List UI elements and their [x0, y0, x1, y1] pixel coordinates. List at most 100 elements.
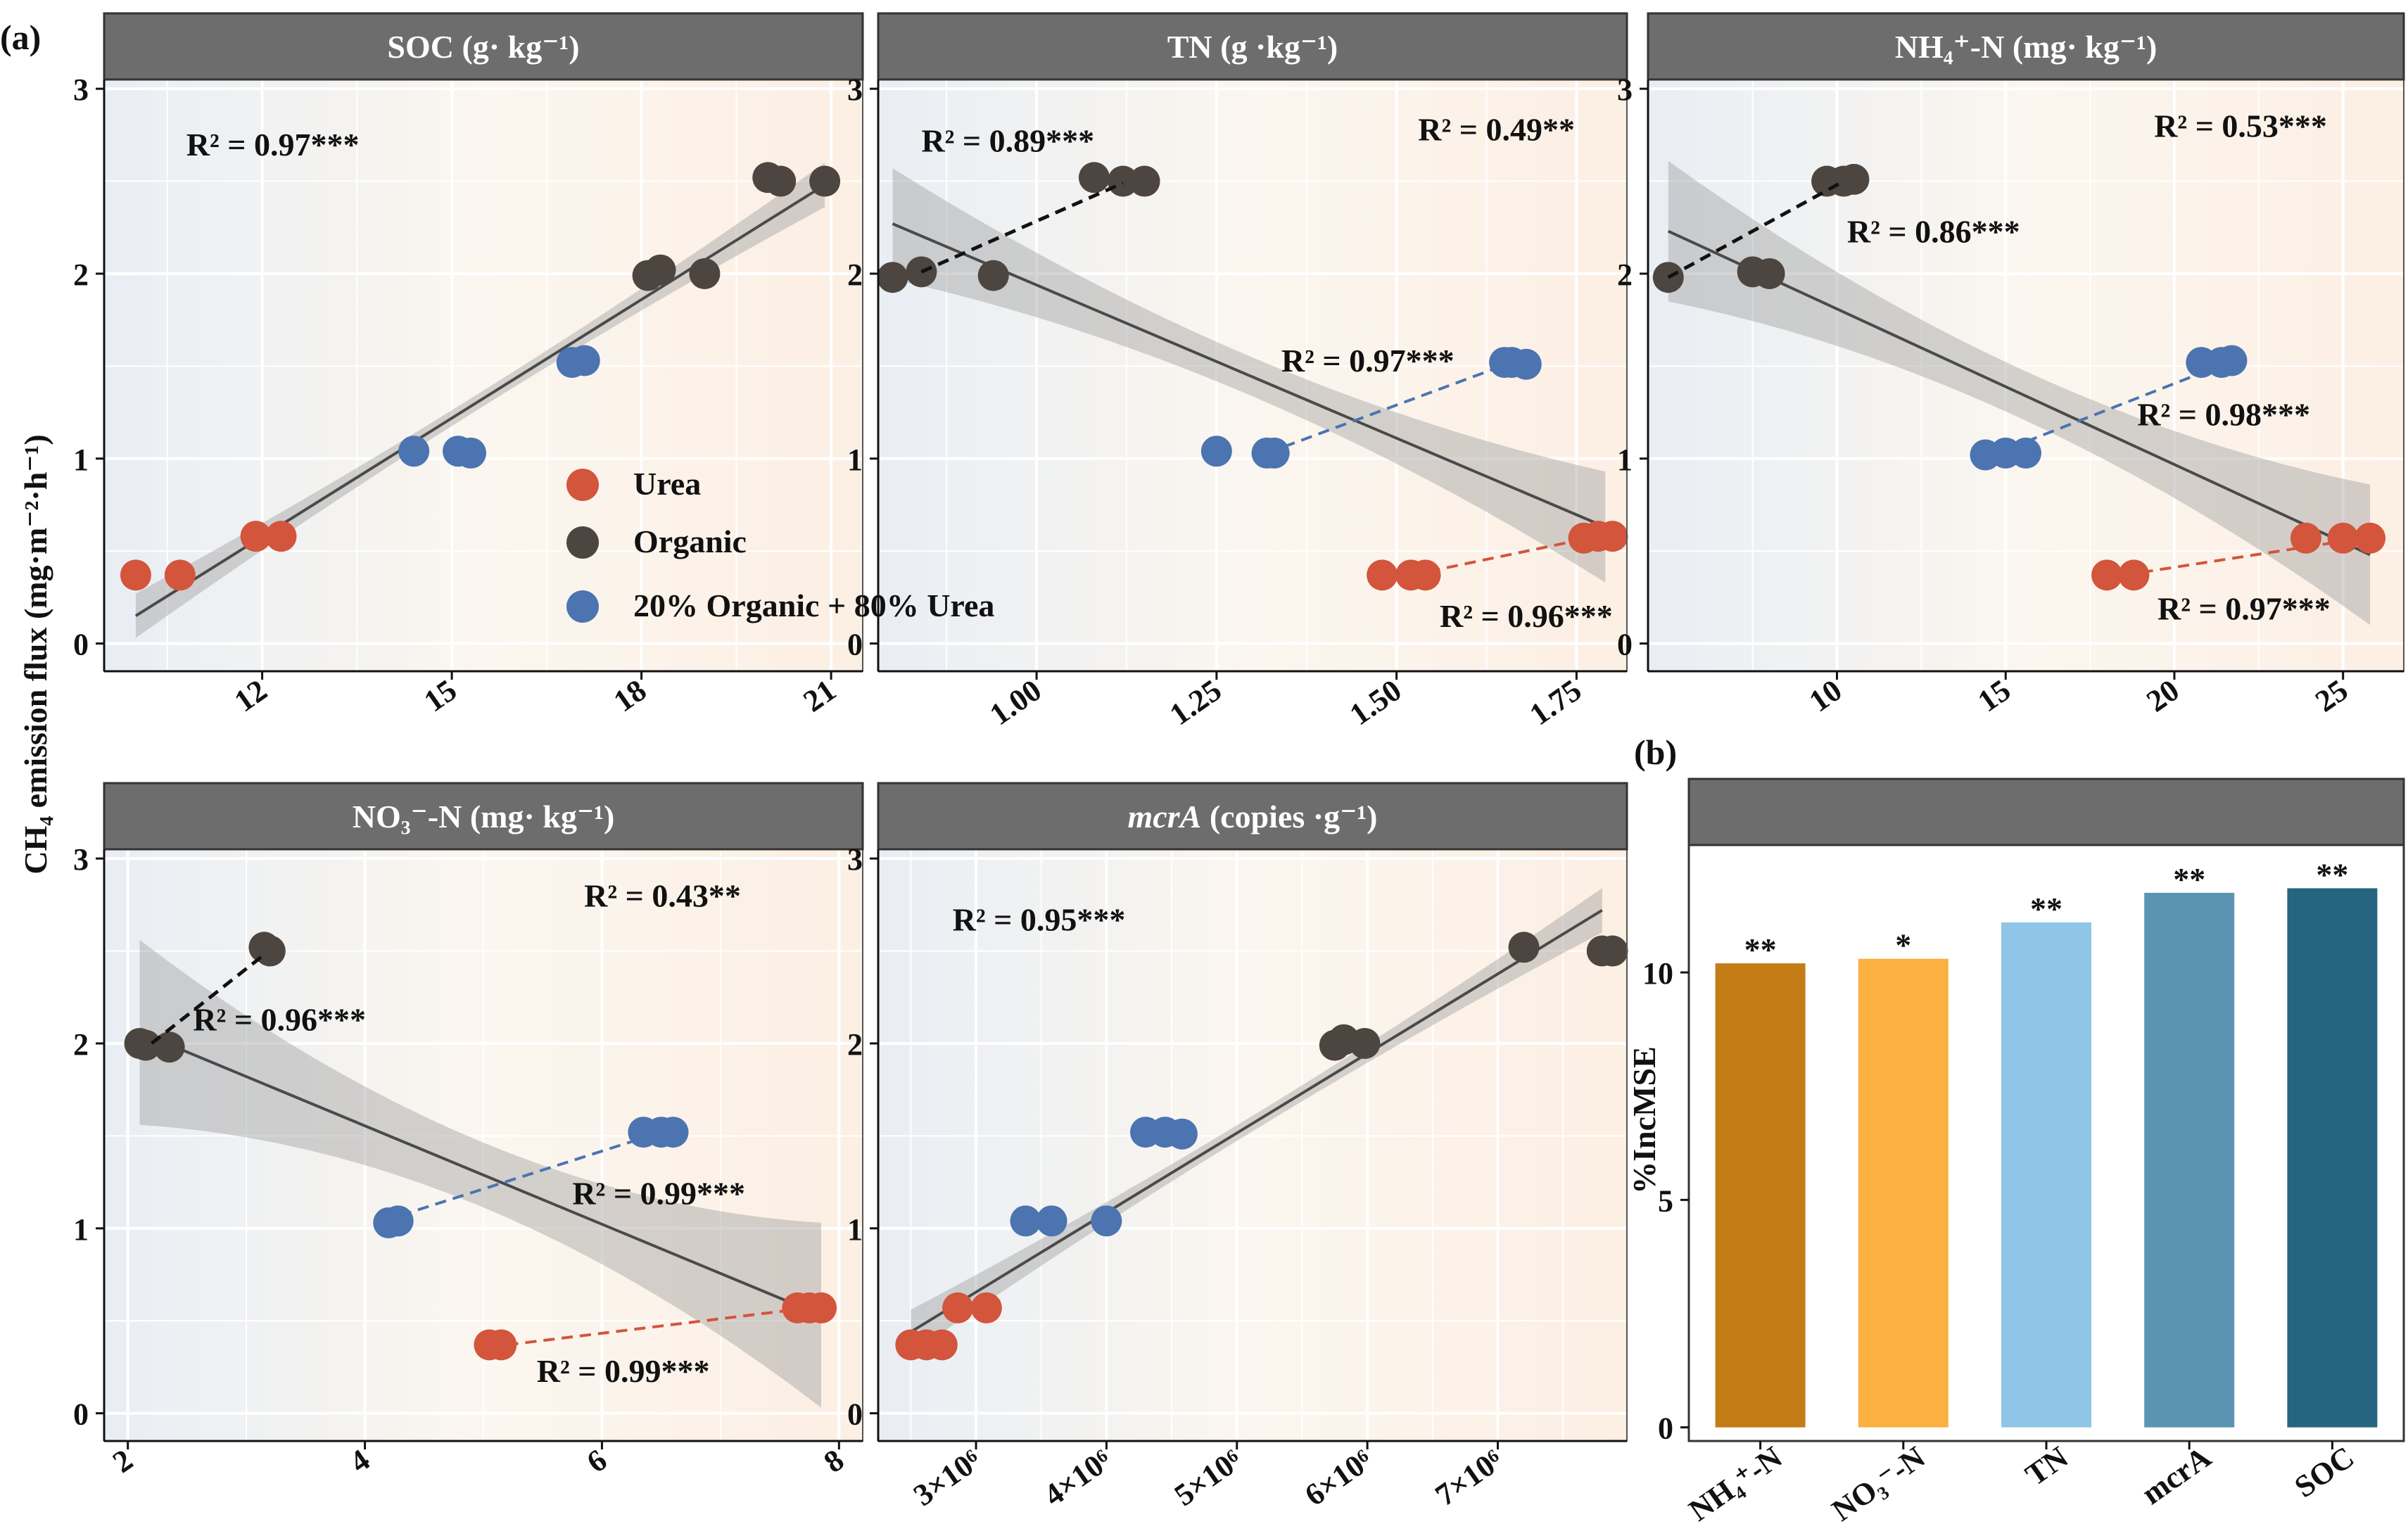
- legend-urea-label: Urea: [633, 466, 701, 502]
- nh4-x-tick-label: 10: [1803, 673, 1848, 718]
- nh4-point-organic: [1838, 163, 1870, 195]
- nh4-organic-fit-line: [1667, 179, 1845, 279]
- tn-organic-fit-line: [920, 181, 1124, 274]
- soc-point-organic: [809, 165, 841, 197]
- mcra-point-urea: [926, 1329, 958, 1361]
- tn-strip: [877, 12, 1628, 81]
- tn-point-mix: [1200, 436, 1232, 467]
- no3-x-tick-label: 6: [581, 1442, 613, 1480]
- soc-y-tick-label: 0: [73, 628, 89, 662]
- bar-0: [1715, 963, 1806, 1428]
- soc-point-urea: [265, 521, 297, 552]
- incmse-bar-panel: **NH₄⁺-N*NO₃⁻-N**TN**mcrA**SOC0510%IncMS…: [1626, 777, 2405, 1528]
- soc-y-tick-label: 1: [73, 443, 89, 477]
- no3-scatter-panel: R² = 0.43** R² = 0.96*** R² = 0.99*** R² = …: [73, 782, 864, 1480]
- bar-significance-label: *: [1895, 927, 1911, 963]
- nh4-x-tick-label: 20: [2141, 673, 2186, 718]
- soc-r2-annotation: R² = 0.97***: [186, 127, 360, 163]
- nh4-plot-background: [1648, 80, 2404, 671]
- tn-point-organic: [877, 262, 908, 293]
- mcra-strip-title-italic: mcrA: [1128, 799, 1202, 834]
- tn-point-organic: [1129, 165, 1160, 197]
- tn-x-tick-label: 1.75: [1523, 673, 1588, 732]
- no3-point-organic: [254, 935, 286, 967]
- no3-r2-annotation: R² = 0.96***: [193, 1002, 366, 1038]
- mcra-point-mix: [1091, 1205, 1122, 1237]
- y-axis-label-b: %IncMSE: [1626, 1046, 1662, 1194]
- tn-overall-fit-line: [892, 222, 1607, 528]
- bar-significance-label: **: [2173, 861, 2205, 897]
- no3-y-tick-label: 0: [73, 1397, 89, 1432]
- soc-x-tick-label: 12: [228, 673, 273, 718]
- bar-2: [2001, 922, 2091, 1428]
- soc-point-organic: [689, 258, 721, 289]
- mcra-point-urea: [970, 1292, 1002, 1324]
- no3-y-tick-label: 2: [73, 1027, 89, 1062]
- mcra-r2-annotation: R² = 0.95***: [953, 902, 1126, 938]
- nh4-r2-annotation: R² = 0.86***: [1847, 213, 2020, 249]
- nh4-r2-annotation: R² = 0.53***: [2154, 108, 2327, 144]
- bar-category-label: NO₃⁻-N: [1826, 1440, 1932, 1528]
- nh4-point-urea: [2091, 559, 2123, 591]
- soc-point-mix: [455, 437, 487, 469]
- bar-significance-label: **: [2316, 856, 2348, 892]
- soc-point-urea: [240, 521, 272, 552]
- bar-category-label: mcrA: [2136, 1440, 2217, 1511]
- mcra-point-organic: [1349, 1027, 1381, 1059]
- tn-point-organic: [1078, 162, 1110, 193]
- no3-y-tick-label: 3: [73, 842, 89, 877]
- mcra-x-tick-label: 4×10⁶: [1038, 1442, 1118, 1513]
- bar-category-label: NH₄⁺-N: [1683, 1440, 1788, 1528]
- tn-point-organic: [977, 260, 1009, 291]
- no3-x-tick-label: 2: [106, 1442, 139, 1480]
- nh4-point-urea: [2355, 522, 2386, 554]
- no3-point-organic: [129, 1029, 161, 1061]
- mcra-point-mix: [1010, 1205, 1041, 1237]
- nh4-r2-annotation: R² = 0.98***: [2137, 396, 2310, 432]
- legend-mix-marker: [566, 590, 599, 623]
- legend-organic-marker: [566, 526, 599, 559]
- tn-urea-fit-line: [1410, 535, 1599, 577]
- no3-y-tick-label: 1: [73, 1212, 89, 1247]
- bar-3: [2144, 892, 2235, 1428]
- legend-organic-label: Organic: [633, 523, 747, 559]
- bar-significance-label: **: [2030, 891, 2062, 927]
- tn-scatter-panel: R² = 0.89*** R² = 0.49** R² = 0.97*** R² = …: [847, 12, 1628, 732]
- nh4-overall-fit-line: [1667, 229, 2371, 557]
- no3-r2-annotation: R² = 0.43**: [584, 877, 741, 913]
- legend-mix-label: 20% Organic + 80% Urea: [633, 588, 994, 623]
- soc-point-urea: [164, 559, 196, 591]
- tn-point-mix: [1510, 348, 1542, 380]
- no3-urea-fit-line: [507, 1306, 810, 1347]
- panel-b-label: (b): [1634, 732, 1677, 772]
- soc-x-tick-label: 21: [797, 673, 842, 718]
- tn-y-tick-label: 0: [847, 628, 863, 662]
- bar-4: [2287, 888, 2378, 1428]
- no3-point-urea: [806, 1292, 837, 1324]
- mcra-x-tick-label: 7×10⁶: [1429, 1442, 1509, 1513]
- bar-category-label: SOC: [2288, 1440, 2360, 1504]
- tn-x-tick-label: 1.50: [1343, 673, 1407, 732]
- soc-x-tick-label: 18: [607, 673, 652, 718]
- tn-point-urea: [1409, 559, 1441, 591]
- soc-plot-background: [104, 80, 863, 671]
- nh4-scatter-panel: R² = 0.86*** R² = 0.53*** R² = 0.98*** R² =…: [1617, 12, 2405, 718]
- no3-strip: [103, 782, 864, 851]
- mcra-plot-background: [878, 849, 1627, 1441]
- y-axis-label-a: CH₄ emission flux (mg·m⁻²·h⁻¹): [18, 434, 53, 874]
- tn-r2-annotation: R² = 0.89***: [921, 122, 1094, 158]
- mcra-point-organic: [1508, 932, 1540, 963]
- mcra-strip-title: mcrA (copies ·g⁻¹): [1128, 799, 1378, 834]
- mcra-strip: [877, 782, 1628, 851]
- nh4-strip-title: NH₄⁺-N (mg· kg⁻¹): [1895, 29, 2157, 65]
- mcra-point-organic: [1597, 935, 1628, 967]
- nh4-y-tick-label: 2: [1617, 258, 1633, 292]
- mcra-x-tick-label: 6×10⁶: [1298, 1442, 1379, 1513]
- soc-x-tick-label: 15: [418, 673, 463, 718]
- mcra-point-mix: [1036, 1205, 1067, 1237]
- mcra-overall-fit-line: [910, 909, 1603, 1333]
- soc-strip: [103, 12, 864, 81]
- nh4-point-urea: [2118, 559, 2150, 591]
